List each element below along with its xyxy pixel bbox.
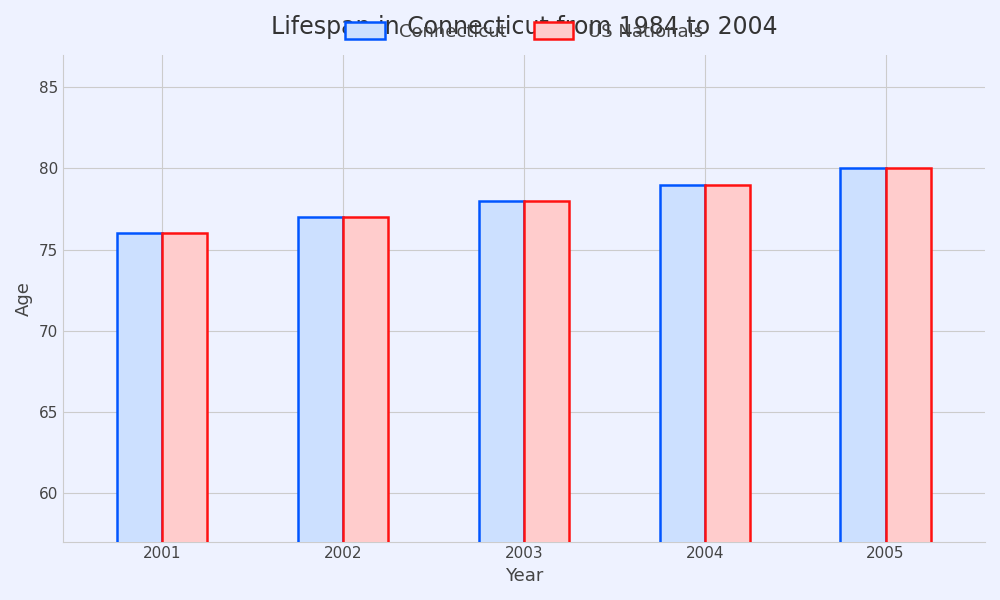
Bar (886, 169, 931, 600)
Bar (524, 201, 569, 600)
Bar (660, 185, 705, 600)
Bar (162, 233, 207, 600)
Legend: Connecticut, US Nationals: Connecticut, US Nationals (338, 15, 710, 48)
Bar (117, 233, 162, 600)
X-axis label: Year: Year (505, 567, 543, 585)
Bar (705, 185, 750, 600)
Y-axis label: Age: Age (15, 281, 33, 316)
Bar (479, 201, 524, 600)
Bar (840, 169, 886, 600)
Bar (343, 217, 388, 600)
Title: Lifespan in Connecticut from 1984 to 2004: Lifespan in Connecticut from 1984 to 200… (271, 15, 777, 39)
Bar (298, 217, 343, 600)
